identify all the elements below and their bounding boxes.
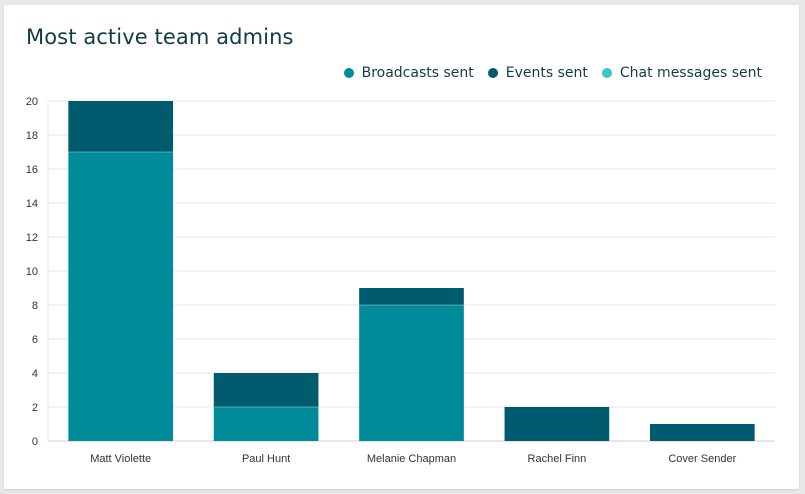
x-category-label: Melanie Chapman	[367, 453, 456, 465]
bar-events-sent	[68, 101, 174, 152]
legend-label-chat: Chat messages sent	[619, 65, 762, 81]
legend-label-events: Events sent	[505, 65, 588, 81]
y-tick-label: 6	[32, 334, 38, 346]
y-tick-label: 0	[32, 436, 38, 448]
legend-item-events[interactable]: Events sent	[487, 65, 588, 81]
y-tick-label: 8	[32, 300, 38, 312]
y-tick-label: 2	[32, 402, 38, 414]
bar-events-sent	[504, 407, 610, 441]
y-tick-label: 10	[26, 266, 38, 278]
y-tick-label: 14	[26, 198, 38, 210]
bar-broadcasts-sent	[213, 407, 319, 441]
legend-swatch-chat	[601, 68, 612, 78]
legend-swatch-broadcasts	[343, 68, 354, 78]
bar-broadcasts-sent	[359, 305, 464, 441]
bar-broadcasts-sent	[68, 152, 174, 441]
chart-card: Most active team admins Broadcasts sent …	[4, 5, 799, 489]
y-tick-label: 16	[26, 164, 38, 176]
legend-label-broadcasts: Broadcasts sent	[361, 65, 474, 81]
chart-plot: 0 2 4 6 8 10 12 14 16 18 20 Matt Violette Paul Hunt M…	[26, 96, 775, 465]
x-category-label: Rachel Finn	[528, 453, 587, 465]
y-tick-label: 4	[32, 368, 38, 380]
legend-swatch-events	[487, 68, 498, 78]
x-category-label: Paul Hunt	[242, 453, 290, 465]
chart-legend: Broadcasts sent Events sent Chat message…	[343, 65, 762, 81]
x-category-label: Matt Violette	[90, 453, 151, 465]
legend-item-chat[interactable]: Chat messages sent	[601, 65, 762, 81]
y-tick-label: 20	[26, 96, 38, 108]
bar-events-sent	[213, 373, 319, 407]
x-category-label: Cover Sender	[668, 453, 736, 465]
legend-item-broadcasts[interactable]: Broadcasts sent	[343, 65, 474, 81]
chart-title: Most active team admins	[26, 25, 294, 49]
y-tick-label: 12	[26, 232, 38, 244]
y-tick-label: 18	[26, 130, 38, 142]
bar-events-sent	[359, 288, 464, 305]
bar-events-sent	[649, 424, 755, 441]
